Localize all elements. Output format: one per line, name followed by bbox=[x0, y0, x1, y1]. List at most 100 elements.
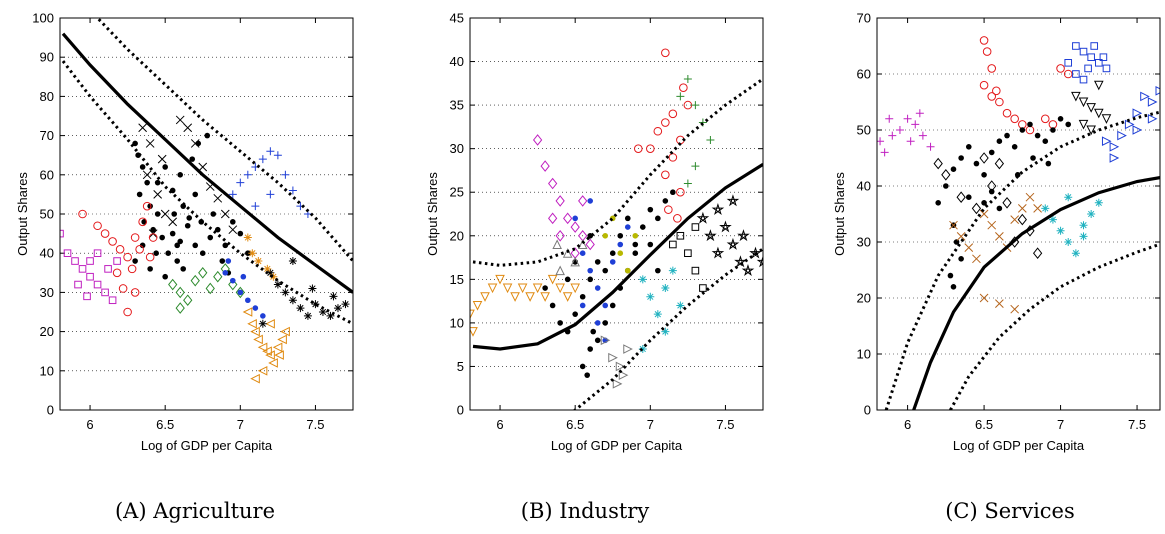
data-point bbox=[1086, 125, 1096, 136]
data-point bbox=[1147, 113, 1158, 124]
panel-industry: 0 5 10 15 20 25 30 35 40 45 6 6.5 7 7.5 Log of GDP per… bbox=[425, 11, 764, 453]
data-point bbox=[532, 283, 543, 294]
data-point bbox=[646, 292, 655, 301]
data-point bbox=[906, 137, 915, 146]
y-tick-label: 10 bbox=[450, 315, 464, 330]
data-point bbox=[1017, 213, 1027, 226]
data-point bbox=[157, 154, 167, 164]
data-point bbox=[266, 147, 275, 156]
data-point bbox=[1087, 53, 1095, 62]
data-point bbox=[594, 320, 601, 326]
data-point bbox=[470, 327, 478, 337]
data-point bbox=[741, 263, 755, 276]
fitted-line bbox=[472, 162, 763, 351]
data-point bbox=[104, 265, 112, 273]
data-point bbox=[673, 214, 682, 223]
data-point bbox=[950, 284, 957, 290]
data-point bbox=[602, 267, 609, 274]
lower-band-line bbox=[572, 247, 763, 410]
data-point bbox=[555, 283, 565, 294]
data-point bbox=[136, 191, 143, 198]
fit-lines bbox=[472, 77, 763, 410]
data-point bbox=[142, 201, 152, 211]
data-point bbox=[123, 307, 132, 317]
data-point bbox=[926, 142, 935, 151]
data-point bbox=[168, 217, 178, 227]
y-tick-label: 35 bbox=[450, 98, 464, 113]
data-point bbox=[341, 300, 350, 309]
data-point bbox=[711, 203, 725, 215]
data-point bbox=[661, 327, 670, 336]
data-point bbox=[1099, 53, 1108, 62]
data-point bbox=[1064, 238, 1073, 246]
data-point bbox=[266, 190, 275, 199]
y-tick-label: 40 bbox=[857, 179, 871, 194]
data-point bbox=[86, 257, 94, 265]
data-point bbox=[127, 264, 137, 274]
data-point bbox=[192, 242, 199, 249]
data-point bbox=[144, 179, 150, 186]
data-point bbox=[247, 318, 257, 329]
data-point bbox=[280, 326, 290, 337]
data-point bbox=[555, 265, 565, 276]
x-tick-label: 6.5 bbox=[156, 417, 174, 432]
data-point bbox=[668, 109, 678, 119]
y-tick-label: 25 bbox=[450, 185, 464, 200]
data-point bbox=[225, 258, 232, 264]
data-point bbox=[228, 278, 238, 291]
data-point bbox=[749, 246, 762, 259]
data-point bbox=[584, 372, 590, 378]
data-point bbox=[1042, 138, 1049, 144]
data-point bbox=[965, 194, 972, 200]
data-point bbox=[147, 203, 153, 209]
data-point bbox=[602, 302, 609, 309]
data-point bbox=[562, 248, 573, 258]
y-tick-label: 20 bbox=[40, 324, 54, 339]
data-point bbox=[154, 179, 161, 186]
data-point bbox=[139, 242, 146, 249]
data-point bbox=[638, 345, 647, 354]
y-axis-title: Output Shares bbox=[15, 172, 30, 256]
data-point bbox=[1094, 198, 1103, 207]
data-point bbox=[676, 231, 685, 240]
data-point bbox=[1079, 221, 1088, 230]
data-point bbox=[318, 308, 327, 316]
data-point bbox=[250, 373, 260, 384]
data-point bbox=[679, 83, 688, 92]
data-point bbox=[1071, 91, 1081, 102]
data-point bbox=[210, 211, 217, 217]
data-point bbox=[699, 284, 707, 292]
data-point bbox=[268, 358, 278, 368]
data-point bbox=[973, 160, 980, 167]
data-point bbox=[956, 232, 966, 241]
data-point bbox=[609, 250, 616, 256]
data-point bbox=[1071, 249, 1080, 258]
data-point bbox=[915, 109, 924, 118]
y-tick-label: 20 bbox=[857, 291, 871, 306]
data-point bbox=[175, 286, 185, 299]
fit-lines bbox=[884, 110, 1160, 410]
data-point bbox=[1048, 120, 1058, 129]
data-point bbox=[579, 302, 586, 309]
data-point bbox=[192, 191, 199, 198]
data-point bbox=[1030, 155, 1036, 161]
data-point bbox=[953, 239, 960, 245]
y-tick-label: 20 bbox=[450, 228, 464, 243]
data-point bbox=[572, 215, 578, 222]
data-point bbox=[664, 205, 673, 214]
data-point bbox=[1078, 119, 1089, 130]
data-point bbox=[74, 280, 82, 289]
data-point bbox=[964, 243, 974, 252]
data-point bbox=[1147, 97, 1158, 107]
data-point bbox=[662, 198, 669, 204]
y-tick-label: 50 bbox=[40, 207, 54, 222]
data-point bbox=[981, 200, 987, 206]
data-point bbox=[177, 238, 184, 245]
data-point bbox=[647, 206, 654, 213]
data-point bbox=[956, 191, 966, 204]
data-point bbox=[624, 224, 631, 230]
data-point bbox=[1072, 70, 1080, 78]
data-point bbox=[213, 270, 223, 283]
data-point bbox=[600, 335, 611, 346]
data-point bbox=[1056, 226, 1065, 235]
